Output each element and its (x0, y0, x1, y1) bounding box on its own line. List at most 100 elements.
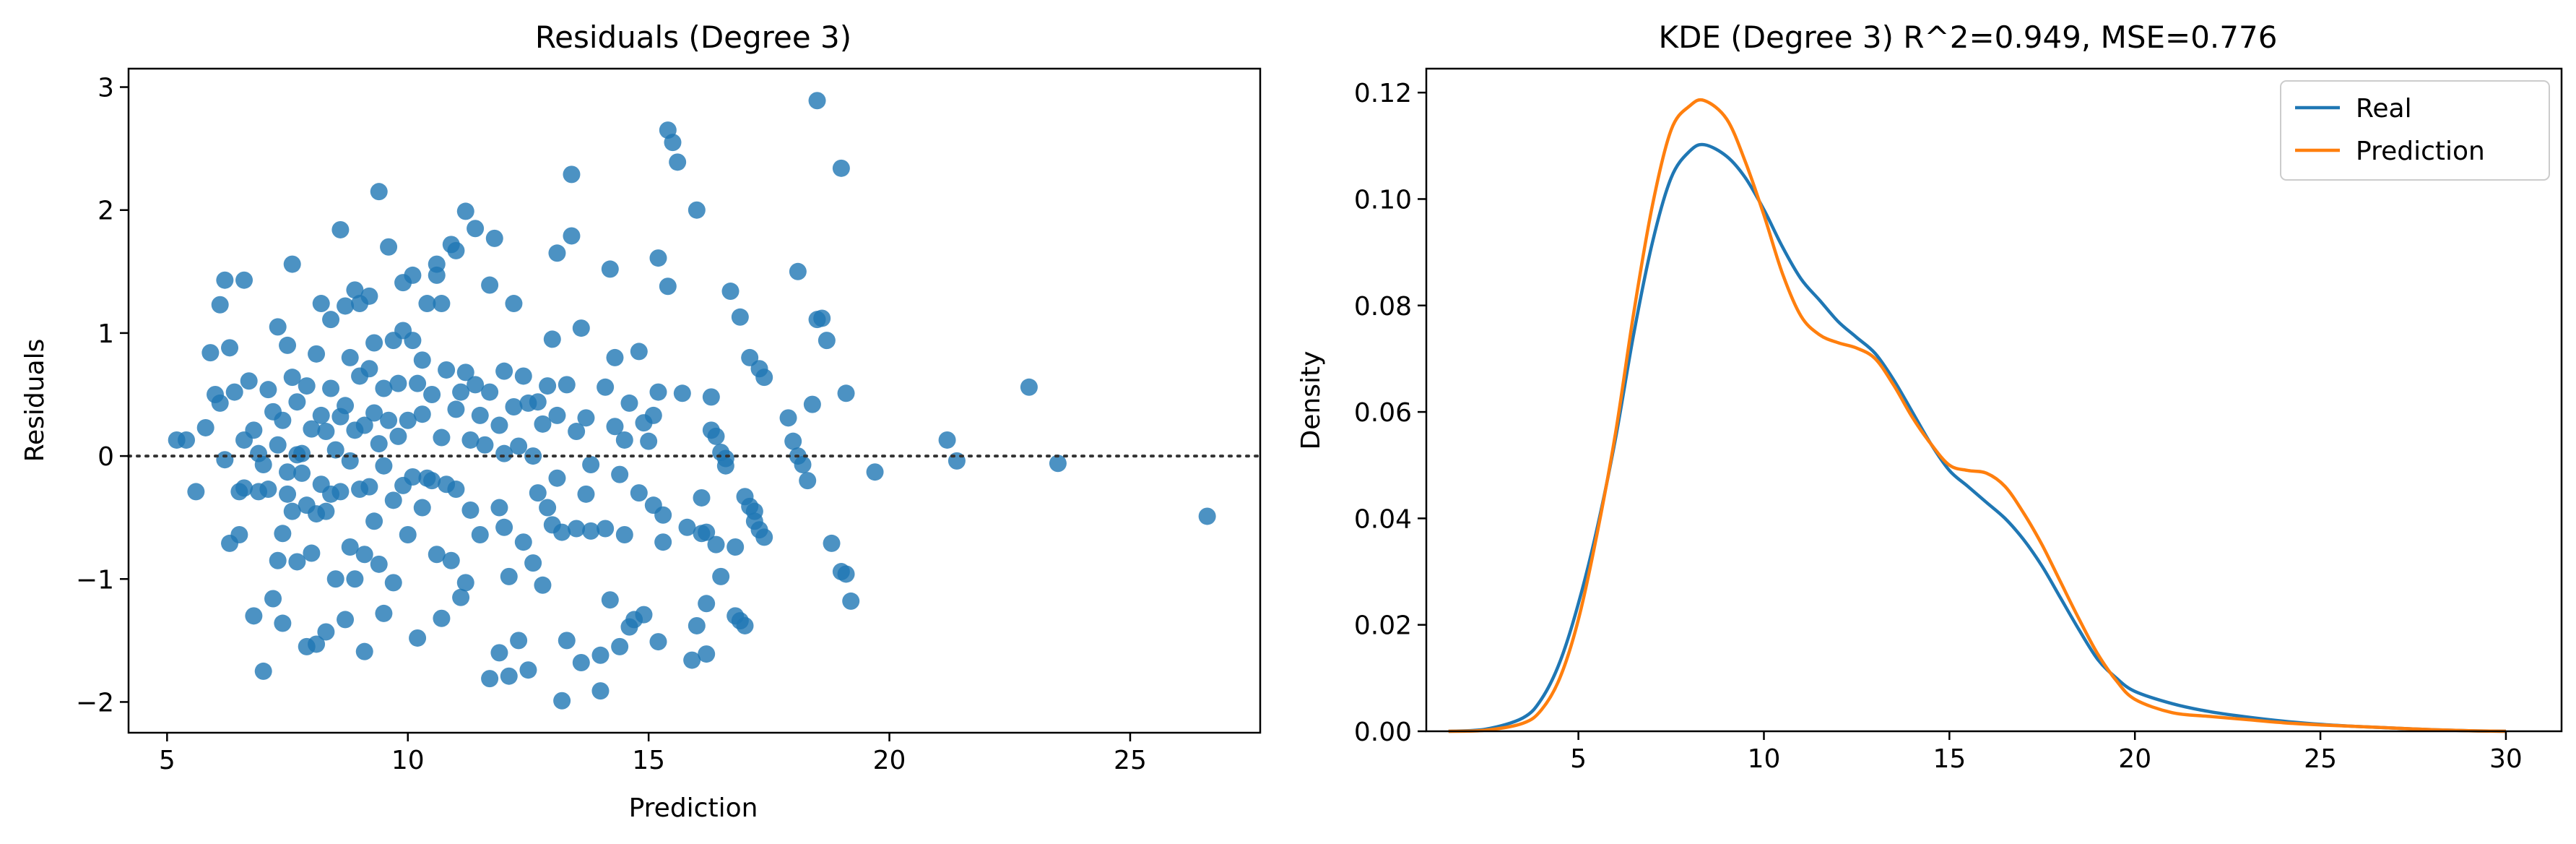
residual-point (505, 398, 523, 416)
residual-point (279, 485, 297, 503)
residual-point (471, 406, 489, 424)
residual-point (259, 481, 277, 499)
residual-point (779, 409, 797, 427)
residual-point (467, 376, 485, 394)
residual-point (331, 483, 350, 501)
residual-point (702, 388, 720, 406)
x-tick-label: 25 (1114, 746, 1147, 775)
residual-point (370, 435, 388, 453)
residual-point (178, 431, 196, 449)
residual-point (731, 308, 749, 326)
residual-point (196, 418, 214, 436)
residual-point (649, 633, 667, 651)
residual-point (688, 201, 706, 219)
residual-point (346, 281, 364, 299)
residual-point (693, 488, 711, 507)
residual-point (404, 332, 422, 350)
residual-point (620, 394, 638, 412)
residual-point (308, 635, 326, 653)
residual-point (712, 567, 730, 585)
y-tick-label: 0.08 (1354, 292, 1412, 322)
residual-point (461, 431, 480, 449)
residuals-chart: Residuals (Degree 3) 5 10 15 20 25 −2−10123 … (20, 20, 1262, 823)
residual-point (548, 244, 566, 262)
residual-point (452, 588, 470, 606)
residual-point (365, 404, 383, 422)
residual-point (823, 534, 841, 552)
residual-point (649, 383, 667, 401)
legend-label-prediction: Prediction (2356, 137, 2485, 166)
residual-point (355, 642, 373, 660)
residual-point (428, 546, 446, 564)
residual-point (288, 393, 306, 411)
residual-point (611, 465, 629, 483)
residual-point (548, 469, 566, 487)
kde-y-label: Density (1296, 351, 1326, 450)
residual-point (673, 384, 691, 402)
residual-point (500, 567, 518, 585)
residual-point (279, 463, 297, 481)
residual-point (409, 629, 427, 647)
residual-point (659, 277, 677, 296)
residual-point (413, 405, 431, 423)
x-tick-label: 10 (391, 746, 425, 775)
residual-point (736, 616, 754, 634)
residual-point (543, 330, 561, 348)
residual-point (553, 523, 571, 541)
residual-point (326, 570, 344, 588)
kde-x-ticks: 5 10 15 20 25 30 (1570, 731, 2523, 774)
residual-point (597, 378, 615, 396)
residual-point (563, 227, 581, 245)
residual-point (447, 241, 465, 259)
residual-point (235, 271, 253, 289)
residual-point (481, 383, 499, 401)
residual-point (274, 411, 292, 429)
residual-point (409, 374, 427, 392)
residual-point (789, 262, 807, 280)
residual-point (568, 423, 586, 441)
residual-point (225, 383, 243, 401)
residual-point (360, 287, 378, 305)
residual-point (438, 361, 456, 379)
residual-point (539, 499, 557, 517)
residual-point (399, 526, 417, 544)
residual-point (938, 431, 956, 449)
residual-point (514, 367, 532, 385)
residual-point (495, 362, 513, 380)
residual-point (490, 416, 508, 434)
residual-point (380, 411, 398, 429)
y-tick-label: 0.12 (1354, 79, 1412, 108)
residual-point (360, 478, 378, 496)
residuals-plot-frame (127, 67, 1262, 734)
residual-point (317, 423, 335, 441)
y-tick-label: 2 (97, 197, 114, 226)
residual-point (389, 427, 407, 445)
residual-point (303, 544, 321, 562)
residual-point (433, 609, 451, 627)
residual-point (716, 449, 734, 468)
residual-point (611, 637, 629, 655)
residual-point (669, 153, 687, 171)
residual-point (447, 400, 465, 418)
residual-point (254, 662, 272, 680)
residual-point (832, 159, 850, 177)
residual-point (698, 523, 716, 541)
residual-point (245, 607, 263, 625)
residual-point (389, 374, 407, 392)
legend: Real Prediction (2280, 80, 2550, 181)
residual-point (283, 255, 301, 273)
residual-point (240, 372, 258, 390)
residual-point (370, 183, 388, 201)
residual-point (582, 522, 600, 540)
residual-point (337, 297, 355, 315)
residual-point (553, 692, 571, 710)
residual-point (490, 499, 508, 517)
residual-point (721, 283, 740, 301)
residual-point (452, 383, 470, 401)
residual-point (456, 574, 474, 592)
residual-point (558, 632, 576, 650)
residual-point (606, 348, 624, 366)
kde-chart: KDE (Degree 3) R^2=0.949, MSE=0.776 5 10 1… (1296, 20, 2563, 774)
residual-point (568, 520, 586, 538)
residual-point (1049, 455, 1067, 473)
